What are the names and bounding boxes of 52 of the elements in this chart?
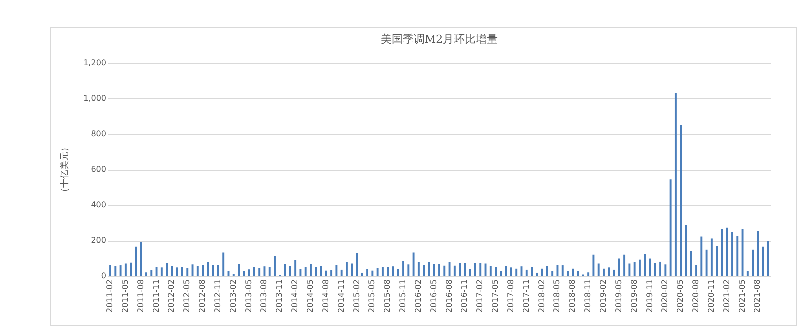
y-tick-label: 1,200 [84,58,106,68]
x-tick-label: 2018-08 [568,280,578,313]
x-tick-label: 2011-11 [152,280,161,313]
x-tick-label: 2020-02 [660,280,670,313]
x-tick-label: 2017-08 [506,280,516,313]
x-tick-label: 2016-02 [414,280,423,313]
y-tick-label: 800 [91,130,106,138]
x-tick-label: 2011-02 [106,280,115,313]
x-tick-label: 2014-11 [336,280,346,313]
x-tick-label: 2014-08 [321,280,330,313]
y-tick-label: 200 [91,236,106,245]
y-tick-label: 0 [101,272,106,280]
x-tick-label: 2012-02 [167,280,176,313]
y-tick-label: 600 [91,165,106,174]
x-tick-label: 2018-11 [584,280,593,313]
x-tick-label: 2016-05 [429,280,438,313]
x-tick-label: 2017-11 [522,280,531,313]
x-tick-label: 2015-02 [352,280,362,313]
x-tick-label: 2021-02 [722,280,732,313]
x-tick-label: 2014-02 [290,280,300,313]
x-tick-label: 2015-11 [398,280,408,313]
x-tick-label: 2016-11 [460,280,470,313]
x-tick-label: 2013-02 [228,280,238,313]
x-tick-label: 2021-08 [753,280,762,313]
y-axis-title: （十亿美元） [60,143,71,197]
x-tick-label: 2011-05 [120,280,130,313]
x-tick-label: 2011-08 [136,280,146,313]
y-tick-label: 1,000 [84,94,106,103]
x-tick-label: 2013-11 [275,280,284,313]
x-tick-label: 2016-08 [444,280,454,313]
x-tick-label: 2015-08 [383,280,392,313]
x-tick-label: 2018-05 [552,280,562,313]
x-tick-label: 2019-02 [598,280,608,313]
x-tick-label: 2017-05 [491,280,500,313]
x-tick-label: 2020-05 [676,280,686,313]
x-tick-label: 2017-02 [476,280,485,313]
x-tick-label: 2013-05 [244,280,254,313]
x-tick-label: 2013-08 [260,280,269,313]
x-tick-label: 2019-08 [630,280,639,313]
x-tick-label: 2018-02 [537,280,546,313]
y-tick-label: 400 [91,200,106,210]
x-tick-label: 2019-11 [645,280,654,313]
x-tick-label: 2012-11 [213,280,222,313]
x-tick-label: 2021-05 [738,280,747,313]
x-tick-label: 2012-08 [198,280,208,313]
x-tick-label: 2020-11 [706,280,716,313]
x-tick-label: 2012-05 [182,280,192,313]
chart-title: 美国季调M2月环比增量 [380,33,498,46]
x-tick-label: 2014-05 [306,280,315,313]
x-tick-label: 2019-05 [614,280,624,313]
x-tick-label: 2015-05 [368,280,377,313]
x-tick-label: 2020-08 [692,280,701,313]
